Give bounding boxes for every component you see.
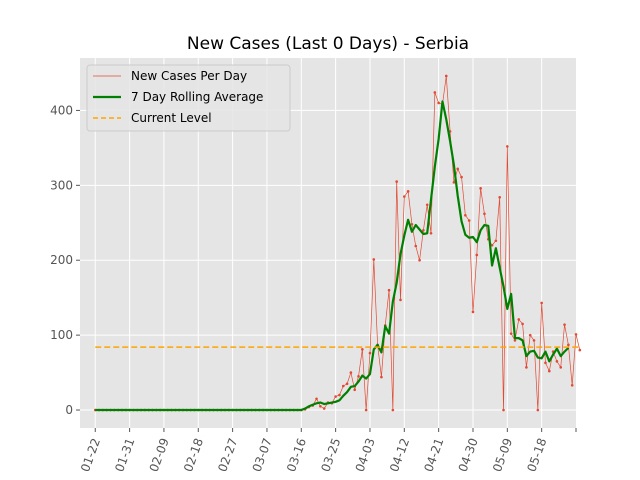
x-tick-label: 03-16 <box>284 436 309 474</box>
data-point-new-cases <box>361 348 364 351</box>
legend-label: Current Level <box>131 111 212 125</box>
data-point-new-cases <box>544 361 547 365</box>
data-point-new-cases <box>502 408 505 412</box>
data-point-new-cases <box>467 219 471 222</box>
data-point-new-cases <box>433 91 437 94</box>
data-point-new-cases <box>319 404 322 408</box>
data-point-new-cases <box>322 407 326 410</box>
data-point-new-cases <box>521 322 524 326</box>
legend-label: 7 Day Rolling Average <box>131 90 263 104</box>
data-point-new-cases <box>525 366 528 369</box>
data-point-new-cases <box>509 332 513 335</box>
x-tick-label: 03-25 <box>318 436 343 474</box>
x-tick-label: 04-30 <box>456 436 481 474</box>
data-point-new-cases <box>559 366 563 369</box>
data-point-new-cases <box>490 243 494 247</box>
data-point-new-cases <box>368 351 372 355</box>
x-tick-label: 03-07 <box>250 436 275 474</box>
y-tick-label: 300 <box>50 178 73 192</box>
data-point-new-cases <box>494 239 498 243</box>
data-point-new-cases <box>380 375 383 379</box>
data-point-new-cases <box>334 395 337 398</box>
x-tick-label: 05-18 <box>524 436 549 474</box>
legend: New Cases Per Day 7 Day Rolling Average Cu… <box>86 64 291 132</box>
legend-box <box>86 64 291 132</box>
data-point-new-cases <box>429 231 433 235</box>
data-point-new-cases <box>391 408 395 412</box>
data-point-new-cases <box>555 360 559 363</box>
data-point-new-cases <box>437 101 440 105</box>
data-point-new-cases <box>395 180 398 183</box>
data-point-new-cases <box>475 253 479 257</box>
data-point-new-cases <box>315 397 318 401</box>
series-line-7-day-rolling-average <box>95 100 570 412</box>
x-tick-label: 05-09 <box>490 436 515 474</box>
data-point-new-cases <box>349 371 353 374</box>
data-point-new-cases <box>403 195 406 198</box>
data-point-new-cases <box>444 74 448 78</box>
y-axis: 0 100 200 300 400 <box>50 103 80 417</box>
data-point-new-cases <box>353 388 357 392</box>
data-point-new-cases <box>563 323 566 326</box>
data-point-new-cases <box>570 384 574 387</box>
x-tick-label: 04-12 <box>387 436 412 474</box>
data-point-new-cases <box>418 258 421 262</box>
x-tick-label: 02-09 <box>147 436 172 474</box>
data-point-new-cases <box>536 408 540 412</box>
x-axis: 01-22 01-31 02-09 02-18 02-27 03-07 03-16 03-25… <box>78 428 577 474</box>
data-point-new-cases <box>425 203 429 207</box>
data-point-new-cases <box>460 175 463 179</box>
data-point-new-cases <box>567 343 570 347</box>
data-point-new-cases <box>532 339 536 342</box>
legend-label: New Cases Per Day <box>131 69 247 83</box>
data-point-new-cases <box>410 222 414 226</box>
data-point-new-cases <box>479 187 482 190</box>
x-tick-label: 01-22 <box>78 436 103 474</box>
data-point-new-cases <box>471 310 475 314</box>
y-tick-label: 200 <box>50 253 73 267</box>
x-tick-label: 04-03 <box>353 436 378 474</box>
data-point-new-cases <box>341 384 345 388</box>
data-point-new-cases <box>540 301 543 305</box>
data-point-new-cases <box>387 288 391 292</box>
data-point-new-cases <box>372 258 376 261</box>
data-point-new-cases <box>547 369 551 373</box>
data-point-new-cases <box>506 145 509 148</box>
x-tick-label: 02-27 <box>215 436 240 474</box>
data-point-new-cases <box>517 318 521 321</box>
data-point-new-cases <box>578 348 582 352</box>
data-point-new-cases <box>357 375 360 378</box>
x-tick-label: 02-18 <box>181 436 206 474</box>
data-point-new-cases <box>422 228 425 232</box>
data-point-new-cases <box>399 298 402 302</box>
data-point-new-cases <box>414 244 418 248</box>
data-point-new-cases <box>483 212 486 216</box>
y-tick-label: 0 <box>65 403 73 417</box>
data-point-new-cases <box>498 196 501 199</box>
data-point-new-cases <box>513 339 517 342</box>
data-point-new-cases <box>338 393 341 397</box>
data-point-new-cases <box>345 382 349 386</box>
data-point-new-cases <box>574 333 578 336</box>
x-tick-label: 01-31 <box>112 436 137 474</box>
data-point-new-cases <box>452 181 456 184</box>
y-tick-label: 400 <box>50 103 73 117</box>
data-point-new-cases <box>406 190 410 193</box>
chart-title: New Cases (Last 0 Days) - Serbia <box>187 34 469 54</box>
series-layer <box>93 74 582 412</box>
data-point-new-cases <box>528 333 532 337</box>
data-point-new-cases <box>364 408 368 412</box>
y-tick-label: 100 <box>50 328 73 342</box>
x-tick-label: 04-21 <box>421 436 446 474</box>
data-point-new-cases <box>456 167 460 171</box>
data-point-new-cases <box>464 213 467 217</box>
